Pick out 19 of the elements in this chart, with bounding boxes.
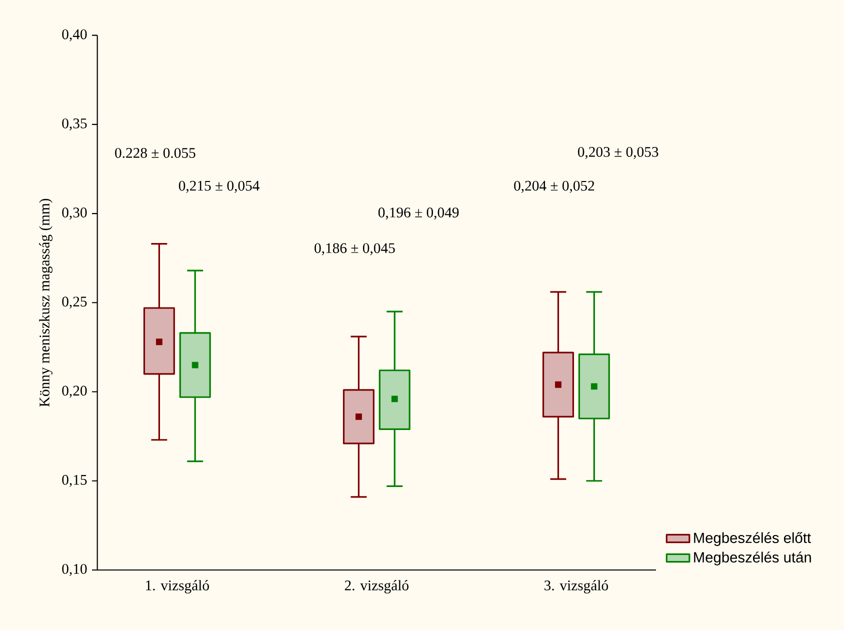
- y-tick-label: 0,35: [62, 118, 87, 130]
- x-tick-label: 2. vizsgáló: [344, 580, 408, 594]
- y-tick-label: 0,30: [62, 208, 87, 220]
- y-tick-label: 0,20: [62, 386, 87, 398]
- y-axis-title: Könny meniszkusz magasság (mm): [39, 198, 52, 407]
- y-tick-label: 0,10: [62, 564, 87, 576]
- legend-label: Megbeszélés előtt: [694, 532, 811, 546]
- annotation: 0,204 ± 0,052: [514, 180, 594, 193]
- annotation: 0,215 ± 0,054: [178, 180, 260, 193]
- x-tick-label: 1. vizsgáló: [146, 580, 209, 594]
- annotation: 0,186 ± 0,045: [314, 243, 395, 256]
- annotation: 0.228 ± 0.055: [115, 148, 196, 158]
- annotation: 0,196 ± 0,049: [378, 208, 459, 220]
- annotation: 0,203 ± 0,053: [578, 146, 658, 159]
- x-tick-label: 3. vizsgáló: [544, 580, 608, 594]
- y-tick-label: 0,40: [62, 29, 87, 42]
- y-tick-label: 0,15: [62, 474, 87, 487]
- legend-label: Megbeszélés után: [694, 552, 811, 566]
- y-tick-label: 0,25: [62, 296, 87, 309]
